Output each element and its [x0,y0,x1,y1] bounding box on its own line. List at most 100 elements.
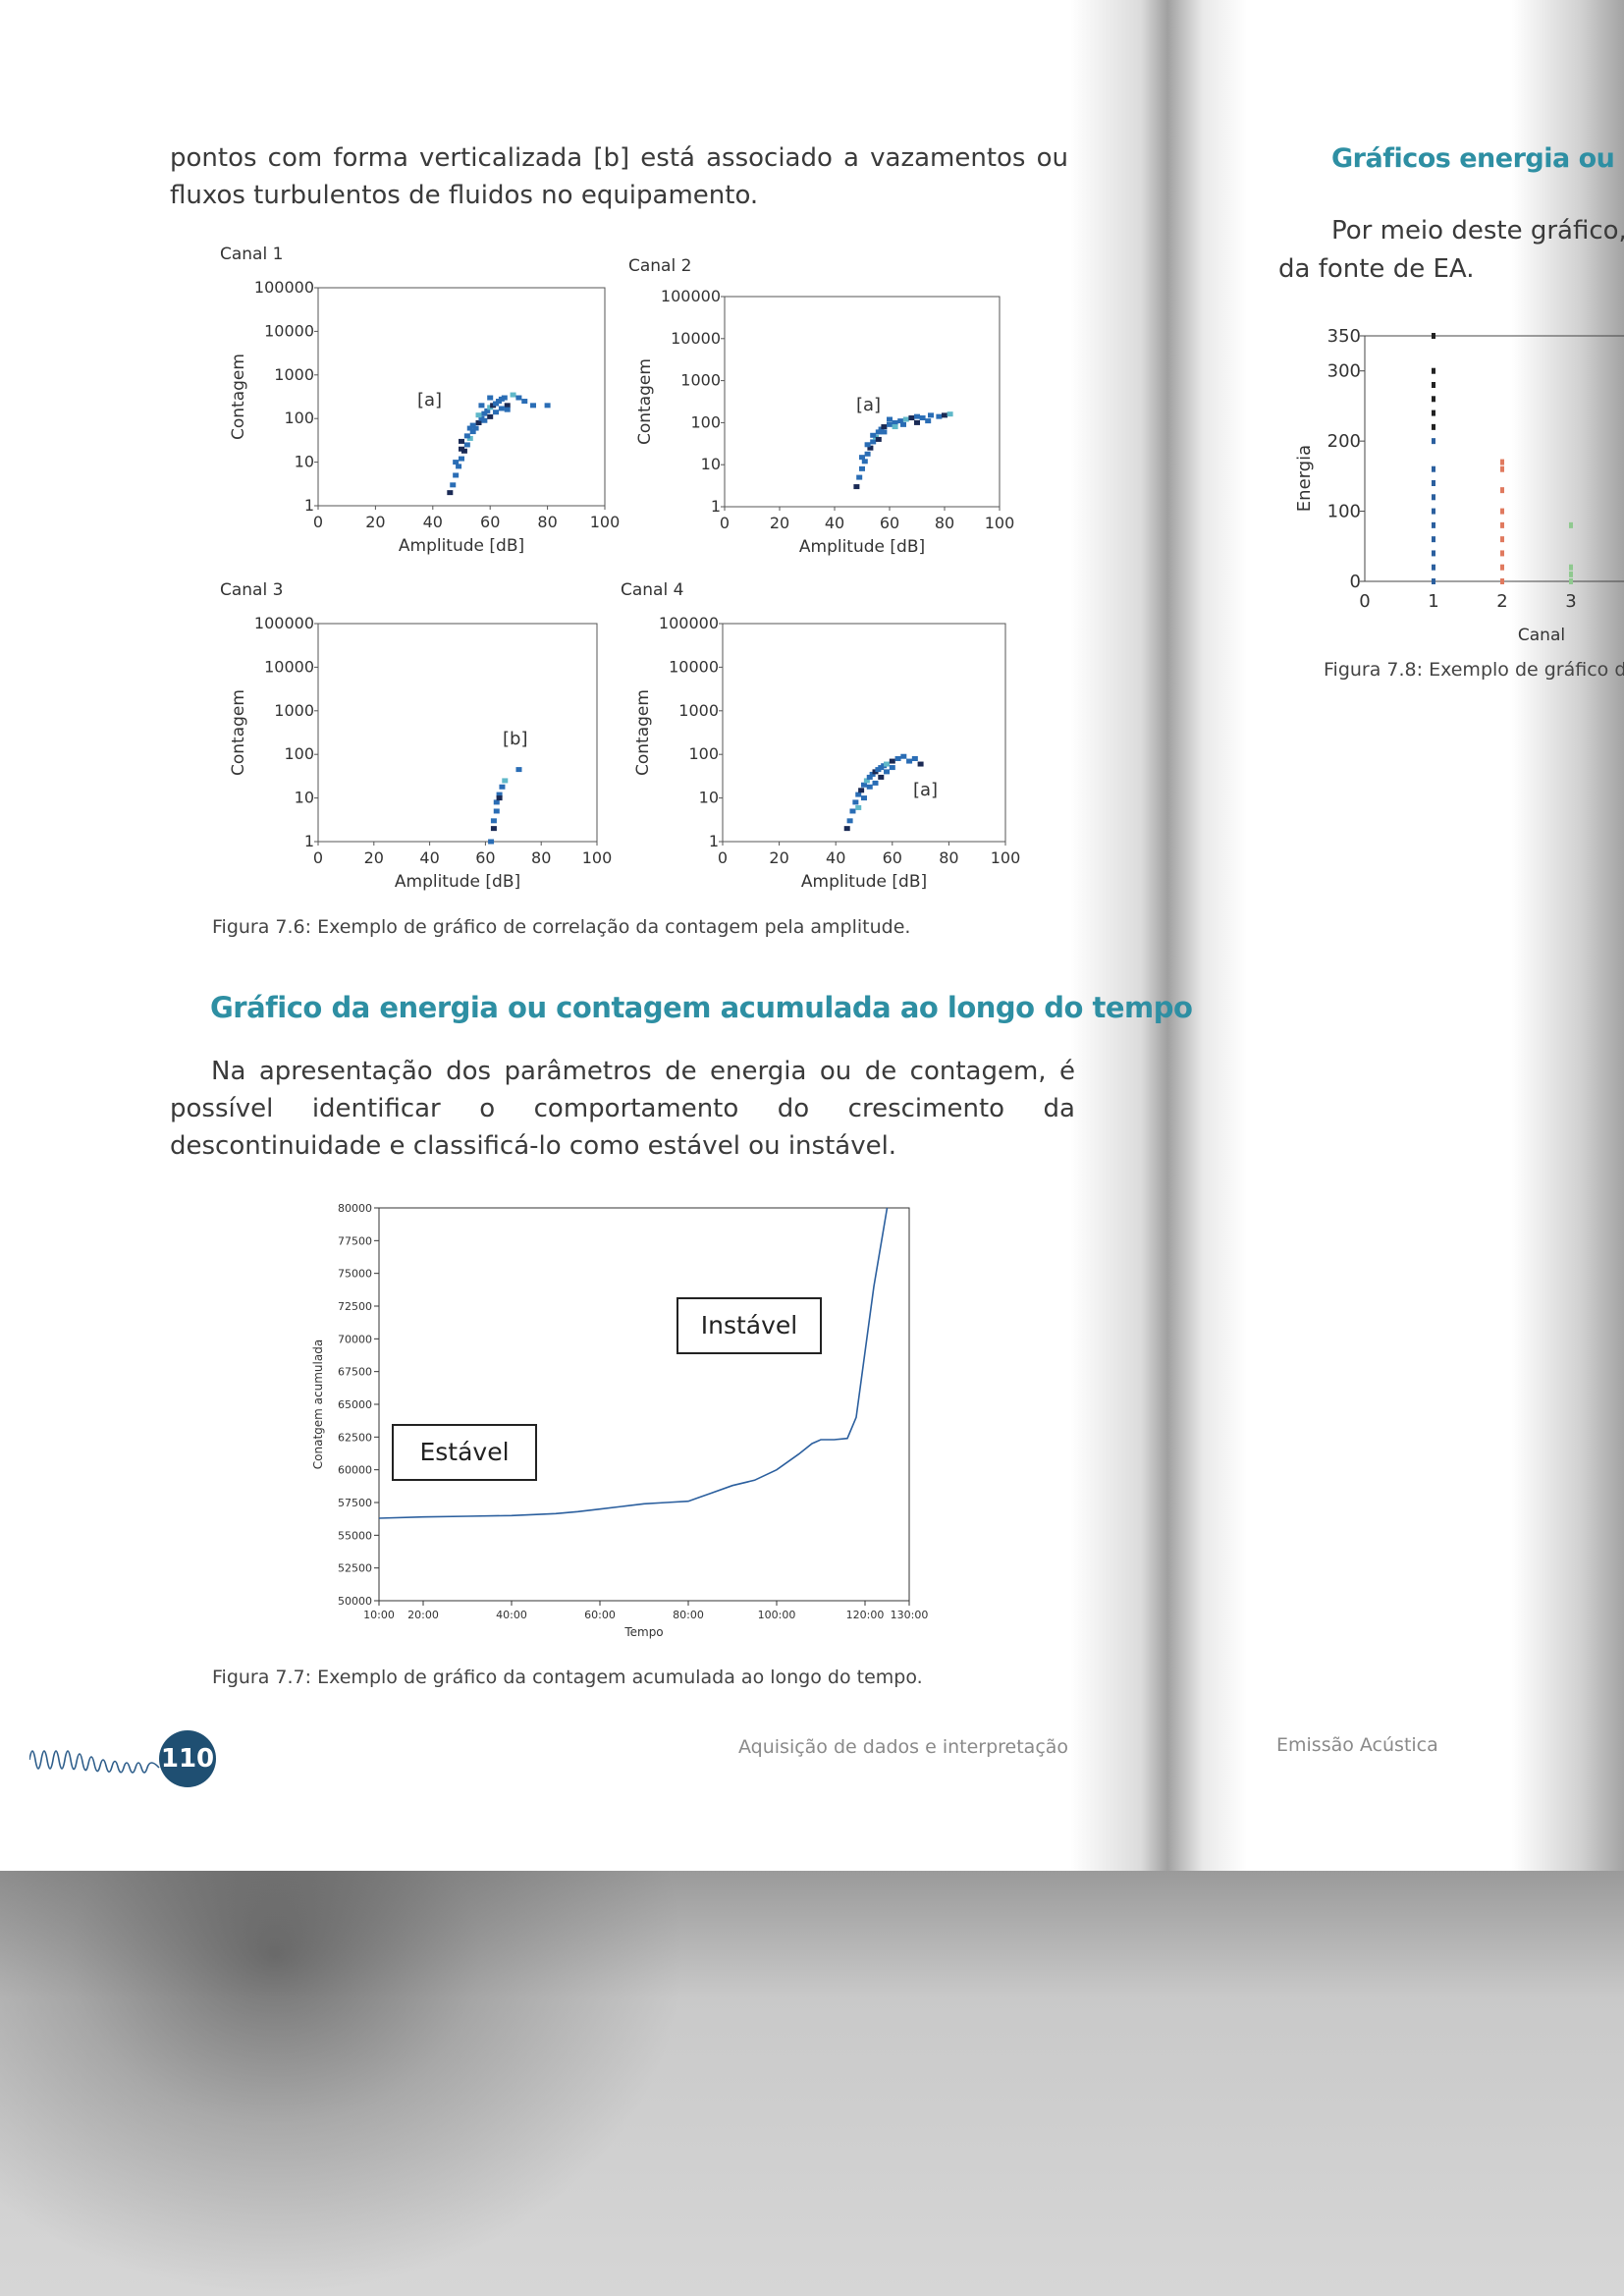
data-point [1500,487,1504,494]
data-point [861,459,868,465]
chart-canal-2: Canal 2 1 10 100 1000 10000 100000 0 20 40 60 80 100… [628,256,1014,557]
data-point [1432,480,1435,486]
y-tick-label: 100000 [659,614,719,632]
x-axis-label: Canal [1518,626,1565,645]
y-axis-label: Contagem [229,354,248,440]
data-point [499,784,506,790]
x-tick-label: 100:00 [758,1609,796,1621]
chart-title: Canal 4 [621,580,683,600]
data-point [869,771,876,777]
data-point [475,412,482,418]
data-point [1432,396,1435,403]
x-axis-label: Amplitude [dB] [799,537,925,557]
x-tick-label: 80 [537,513,557,531]
x-tick-label: 0 [718,848,728,867]
data-point [510,392,516,398]
chart-annotation: [a] [417,390,442,410]
chart-title: Canal 1 [220,245,283,264]
data-point [925,418,932,424]
x-tick-label: 120:00 [846,1609,885,1621]
data-point [456,464,462,469]
data-point [466,435,473,441]
data-point [928,412,934,418]
data-point [1500,578,1504,584]
data-point [1432,465,1435,472]
y-tick-label: 1 [304,832,314,850]
data-point [459,456,464,462]
x-tick-label: 100 [991,848,1021,867]
y-tick-label: 62500 [338,1431,372,1444]
data-point [884,769,891,775]
data-point [919,415,926,421]
y-tick-label: 1 [304,496,314,515]
annotation-stable: Estável [419,1438,509,1466]
x-tick-label: 20 [770,514,789,532]
y-tick-label: 10000 [669,657,719,676]
x-tick-label: 10:00 [363,1609,395,1621]
y-axis-label: Energia [1294,445,1315,512]
y-tick-label: 100 [690,412,721,431]
data-point [1432,508,1435,515]
data-point [501,395,508,401]
x-tick-label: 40 [825,514,844,532]
data-point [887,421,893,427]
annotation-box-unstable [677,1297,822,1354]
y-tick-label: 10 [699,789,719,807]
x-tick-label: 40 [826,848,845,867]
chart-cumulative-count: 50000 52500 55000 57500 60000 62500 65000 67500… [311,1202,929,1639]
data-point [889,765,895,771]
data-point [493,799,500,805]
data-point [481,410,488,416]
y-tick-label: 10 [295,453,314,471]
annotation-unstable: Instável [701,1311,798,1339]
left-footer: Aquisição de dados e interpretação [738,1736,1069,1758]
data-point [1432,521,1435,528]
data-point [490,818,497,824]
data-point [481,417,488,423]
y-tick-label: 55000 [338,1529,372,1542]
data-point [1500,521,1504,528]
data-point [1432,410,1435,416]
y-tick-label: 1000 [274,701,314,720]
x-tick-label: 100 [590,513,621,531]
data-point [504,403,511,409]
data-point [1569,578,1573,584]
data-point [906,758,913,764]
figure-7-8-caption: Figura 7.8: Exemplo de gráfico d [1324,659,1624,681]
plot-frame [724,296,1001,508]
chart-canal-4: Canal 4 1 10 100 1000 10000 100000 0 20 40 60 80 100… [621,580,1021,892]
data-point [469,429,476,435]
y-tick-label: 100000 [254,278,314,297]
data-point [861,795,867,801]
x-tick-label: 60 [883,848,902,867]
data-point [1432,438,1435,445]
data-point [914,413,920,419]
plot-frame [317,287,606,507]
data-point [864,451,871,457]
data-point [1500,536,1504,543]
y-tick-label: 52500 [338,1562,372,1575]
data-point [1432,333,1435,339]
data-point [530,403,536,409]
data-point [900,421,906,427]
y-tick-label: 0 [1350,572,1361,592]
intro-paragraph: pontos com forma verticalizada [b] está … [170,143,1068,210]
data-point [469,422,476,428]
data-point [892,424,898,430]
data-point [478,403,485,409]
x-tick-label: 130:00 [891,1609,929,1621]
data-point [1432,494,1435,501]
x-tick-label: 0 [1359,591,1370,612]
y-axis-label: Conatgem acumulada [311,1339,325,1469]
data-point [942,412,947,418]
wave-decoration-icon [29,1750,160,1774]
data-point [498,406,505,411]
data-point [855,804,862,810]
x-tick-label: 20 [769,848,788,867]
annotation-box-stable [392,1424,537,1481]
data-point [853,484,860,490]
data-point [1432,423,1435,430]
plot-frame [722,623,1006,843]
data-point [496,792,503,797]
y-tick-label: 77500 [338,1234,372,1247]
